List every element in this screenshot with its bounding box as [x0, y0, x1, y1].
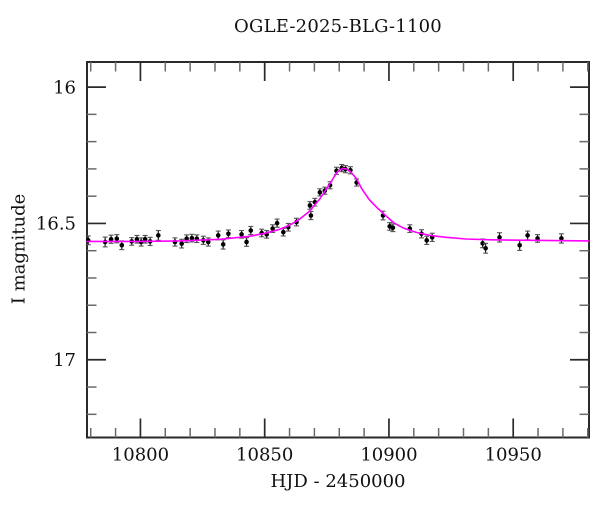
data-point: [281, 229, 286, 235]
x-tick-label: 10950: [485, 445, 542, 466]
data-point: [156, 233, 161, 238]
data-point: [525, 233, 530, 238]
data-point: [248, 228, 254, 233]
data-point: [307, 203, 313, 208]
data-point: [179, 241, 184, 246]
data-point: [142, 236, 148, 242]
data-point: [517, 242, 522, 248]
data-point: [270, 226, 275, 231]
data-point: [390, 225, 396, 231]
data-point: [134, 236, 140, 242]
data-point: [274, 220, 280, 226]
data-point: [205, 239, 211, 245]
x-tick-label: 10900: [360, 445, 417, 466]
y-tick-label: 16.5: [36, 214, 76, 235]
plot-frame: [86, 61, 590, 439]
x-axis-label: HJD - 2450000: [270, 471, 406, 492]
data-point: [244, 239, 249, 245]
data-point: [119, 242, 125, 248]
axis-ticks: [87, 62, 589, 438]
data-point: [559, 236, 564, 241]
x-tick-label: 10850: [236, 445, 293, 466]
data-point: [308, 213, 314, 218]
data-point: [220, 242, 226, 247]
data-point: [114, 236, 120, 242]
x-tick-label: 10800: [112, 445, 169, 466]
data-point: [239, 232, 244, 237]
data-point: [497, 235, 502, 240]
data-point: [108, 236, 114, 242]
y-tick-label: 16: [53, 77, 76, 98]
data-point: [483, 245, 488, 251]
plot-title: OGLE-2025-BLG-1100: [234, 16, 442, 37]
data-point: [424, 238, 430, 243]
model-fit-curve: [86, 167, 590, 243]
data-point: [189, 235, 195, 241]
data-point: [215, 233, 221, 238]
data-point: [226, 231, 231, 237]
data-point: [480, 241, 485, 246]
y-tick-label: 17: [53, 350, 76, 371]
data-point: [317, 190, 323, 195]
